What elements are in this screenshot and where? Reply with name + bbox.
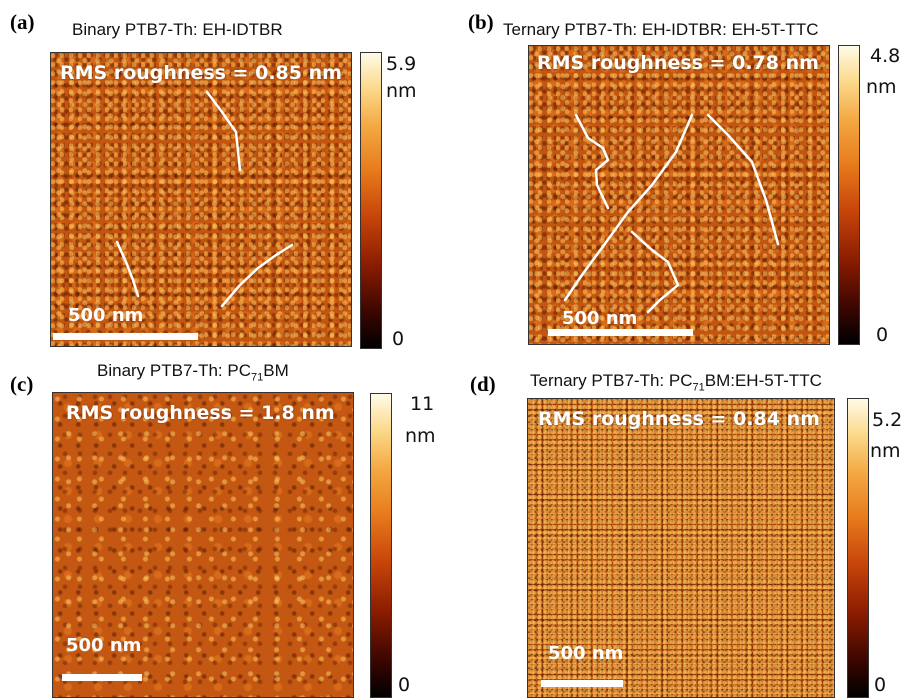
- panel-label: (c): [10, 372, 34, 396]
- trace-line: [115, 240, 140, 298]
- colorbar-unit-label: nm: [866, 76, 897, 98]
- trace-line: [574, 113, 610, 210]
- scale-bar: [53, 333, 198, 340]
- height-colorbar: [838, 45, 860, 345]
- panel-label: (d): [470, 372, 496, 396]
- rms-roughness-label: RMS roughness = 0.78 nm: [537, 52, 819, 74]
- colorbar-unit-label: nm: [405, 425, 436, 447]
- colorbar-max-label: 11: [410, 393, 435, 415]
- rms-roughness-label: RMS roughness = 1.8 nm: [66, 402, 335, 424]
- scale-bar-label: 500 nm: [562, 308, 638, 329]
- panel-label: (b): [468, 10, 494, 34]
- scale-bar-label: 500 nm: [548, 643, 624, 664]
- trace-line: [630, 230, 680, 314]
- scale-bar: [548, 329, 693, 336]
- colorbar-max-label: 4.8: [870, 45, 901, 67]
- trace-line: [706, 113, 780, 246]
- trace-line: [220, 243, 294, 308]
- colorbar-max-label: 5.9: [386, 53, 417, 75]
- colorbar-min-label: 0: [876, 324, 889, 346]
- scale-bar-label: 500 nm: [66, 635, 142, 656]
- rms-roughness-label: RMS roughness = 0.84 nm: [538, 408, 820, 430]
- scale-bar: [541, 680, 623, 687]
- afm-height-image: [528, 45, 830, 345]
- afm-height-image: [527, 398, 835, 698]
- colorbar-min-label: 0: [392, 328, 405, 350]
- colorbar-unit-label: nm: [870, 440, 901, 462]
- colorbar-max-label: 5.2: [872, 409, 903, 431]
- trace-line: [563, 113, 694, 302]
- colorbar-min-label: 0: [874, 674, 887, 696]
- panel-title: Ternary PTB7-Th: PC71BM:EH-5T-TTC: [530, 371, 822, 394]
- panel-label: (a): [10, 10, 35, 34]
- colorbar-unit-label: nm: [386, 80, 417, 102]
- height-colorbar: [360, 52, 382, 349]
- scale-bar-label: 500 nm: [68, 305, 144, 326]
- trace-line: [205, 90, 242, 172]
- rms-roughness-label: RMS roughness = 0.85 nm: [60, 62, 342, 84]
- scale-bar: [62, 674, 142, 681]
- panel-title: Binary PTB7-Th: EH-IDTBR: [72, 20, 283, 39]
- afm-height-image: [52, 392, 354, 698]
- afm-height-image: [50, 52, 352, 347]
- panel-title: Ternary PTB7-Th: EH-IDTBR: EH-5T-TTC: [503, 20, 819, 39]
- colorbar-min-label: 0: [398, 674, 411, 696]
- panel-title: Binary PTB7-Th: PC71BM: [97, 361, 289, 384]
